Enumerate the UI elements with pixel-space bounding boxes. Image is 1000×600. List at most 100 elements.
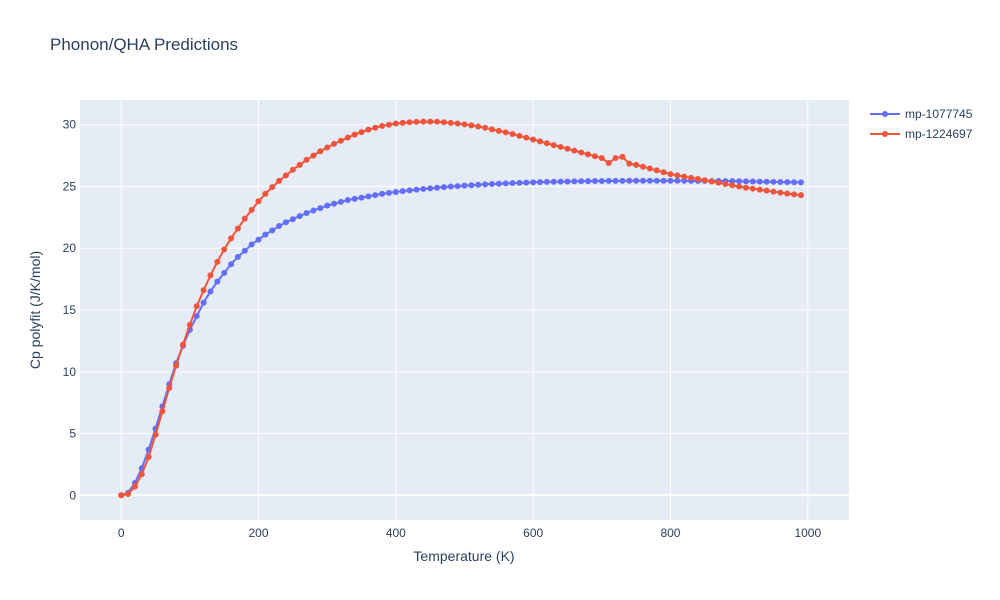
data-point xyxy=(571,147,578,154)
data-point xyxy=(749,178,756,185)
data-point xyxy=(406,119,413,126)
data-point xyxy=(420,185,427,192)
data-point xyxy=(749,185,756,192)
data-point xyxy=(777,189,784,196)
data-point xyxy=(633,177,640,184)
data-point xyxy=(729,182,736,189)
data-point xyxy=(708,178,715,185)
data-point xyxy=(667,177,674,184)
data-point xyxy=(234,225,241,232)
legend-item-mp-1224697[interactable]: mp-1224697 xyxy=(870,127,973,141)
data-point xyxy=(688,174,695,181)
data-point xyxy=(743,184,750,191)
data-point xyxy=(784,190,791,197)
legend-label: mp-1224697 xyxy=(905,127,973,141)
data-point xyxy=(385,189,392,196)
data-point xyxy=(605,177,612,184)
data-point xyxy=(282,219,289,226)
x-tick-label: 400 xyxy=(386,526,406,540)
y-tick-label: 0 xyxy=(69,488,76,502)
data-point xyxy=(234,253,241,260)
legend[interactable]: mp-1077745 mp-1224697 xyxy=(870,107,973,141)
data-point xyxy=(262,190,269,197)
data-point xyxy=(564,178,571,185)
data-point xyxy=(763,178,770,185)
data-point xyxy=(324,144,331,151)
data-point xyxy=(337,137,344,144)
data-point xyxy=(516,132,523,139)
data-point xyxy=(640,177,647,184)
data-point xyxy=(310,207,317,214)
data-point xyxy=(605,160,612,166)
data-point xyxy=(591,153,598,160)
data-point xyxy=(523,134,530,141)
data-point xyxy=(667,171,674,178)
data-point xyxy=(324,202,331,209)
data-point xyxy=(207,288,214,295)
data-point xyxy=(131,483,138,490)
data-point xyxy=(571,178,578,185)
data-point xyxy=(207,272,214,279)
x-tick-label: 1000 xyxy=(794,526,821,540)
legend-marker xyxy=(882,111,888,117)
data-point xyxy=(372,124,379,131)
data-point xyxy=(317,148,324,155)
data-point xyxy=(303,156,310,163)
data-point xyxy=(447,183,454,190)
data-point xyxy=(440,184,447,191)
data-point xyxy=(612,155,619,162)
data-point xyxy=(358,129,365,136)
series-line xyxy=(121,120,802,497)
data-point xyxy=(475,123,482,130)
data-point xyxy=(200,287,207,294)
data-point xyxy=(228,261,235,268)
data-point xyxy=(468,182,475,189)
data-point xyxy=(310,152,317,159)
data-point xyxy=(241,215,248,222)
data-point xyxy=(550,178,557,185)
data-point xyxy=(674,177,681,184)
data-point xyxy=(193,303,200,310)
data-point xyxy=(612,177,619,184)
data-point xyxy=(152,431,159,438)
data-point xyxy=(193,313,200,320)
data-point xyxy=(255,236,262,243)
data-point xyxy=(598,178,605,185)
data-point xyxy=(633,161,640,168)
legend-item-mp-1077745[interactable]: mp-1077745 xyxy=(870,107,973,121)
data-point xyxy=(461,121,468,128)
data-point xyxy=(186,321,193,328)
data-point xyxy=(530,136,537,143)
data-point xyxy=(722,181,729,187)
data-point xyxy=(468,122,475,129)
data-point xyxy=(482,124,489,131)
data-point xyxy=(653,177,660,184)
data-point xyxy=(640,163,647,170)
y-tick-label: 10 xyxy=(63,365,77,379)
data-point xyxy=(372,192,379,199)
data-point xyxy=(427,185,434,192)
data-point xyxy=(701,177,708,184)
data-point xyxy=(344,197,351,204)
data-point xyxy=(797,192,804,199)
data-point xyxy=(337,198,344,205)
data-point xyxy=(770,188,777,195)
data-point xyxy=(200,299,207,306)
data-point xyxy=(523,179,530,186)
data-point xyxy=(537,179,544,186)
data-point xyxy=(681,173,688,180)
chart-title: Phonon/QHA Predictions xyxy=(50,35,238,54)
grid-lines xyxy=(80,100,849,520)
series-line xyxy=(120,179,801,497)
y-tick-label: 15 xyxy=(63,303,77,317)
data-point xyxy=(385,121,392,128)
data-point xyxy=(214,278,221,285)
y-tick-label: 20 xyxy=(63,241,77,255)
y-tick-label: 25 xyxy=(63,179,77,193)
data-point xyxy=(138,471,145,478)
data-point xyxy=(660,177,667,184)
data-point xyxy=(392,189,399,196)
data-point xyxy=(681,177,688,184)
data-point xyxy=(228,235,235,242)
